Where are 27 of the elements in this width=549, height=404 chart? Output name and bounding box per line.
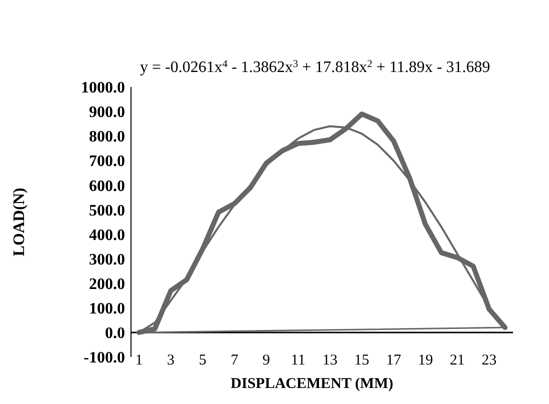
x-tick-label: 13	[322, 352, 338, 368]
x-tick-label: 1	[135, 352, 143, 368]
y-tick-label: 400.0	[89, 226, 125, 244]
x-tick-label: 19	[418, 352, 433, 368]
x-tick-label: 7	[230, 352, 239, 368]
y-tick-label: 100.0	[89, 300, 125, 318]
x-tick-label: 9	[262, 352, 270, 368]
y-axis-title: LOAD(N)	[11, 188, 28, 256]
x-tick-label: 15	[354, 352, 370, 368]
y-tick-label: 300.0	[89, 251, 125, 268]
y-tick-label: 800.0	[89, 128, 125, 146]
x-tick-label: 3	[167, 352, 175, 368]
x-tick-label: 5	[198, 352, 206, 368]
x-tick-label: 17	[386, 352, 402, 368]
y-tick-label: 0.0	[105, 325, 125, 342]
x-tick-label: 23	[482, 352, 497, 368]
y-tick-label: 700.0	[89, 153, 125, 170]
x-tick-label: 21	[450, 352, 465, 368]
x-axis-title: DISPLACEMENT (MM)	[230, 376, 394, 392]
y-tick-label: 500.0	[89, 202, 125, 220]
y-tick-label: 1000.0	[81, 80, 125, 97]
y-tick-label: 600.0	[89, 178, 125, 195]
text: y = -0.0261x$^{4}$ - 1.3862x$^{3}$ + 17.818x$^{2}$ + 11.89x - 31.689	[140, 58, 490, 76]
y-tick-label: -100.0	[84, 350, 125, 367]
y-tick-label: 200.0	[89, 276, 125, 293]
y-tick-label: 900.0	[89, 104, 125, 122]
x-tick-label: 11	[290, 352, 306, 368]
